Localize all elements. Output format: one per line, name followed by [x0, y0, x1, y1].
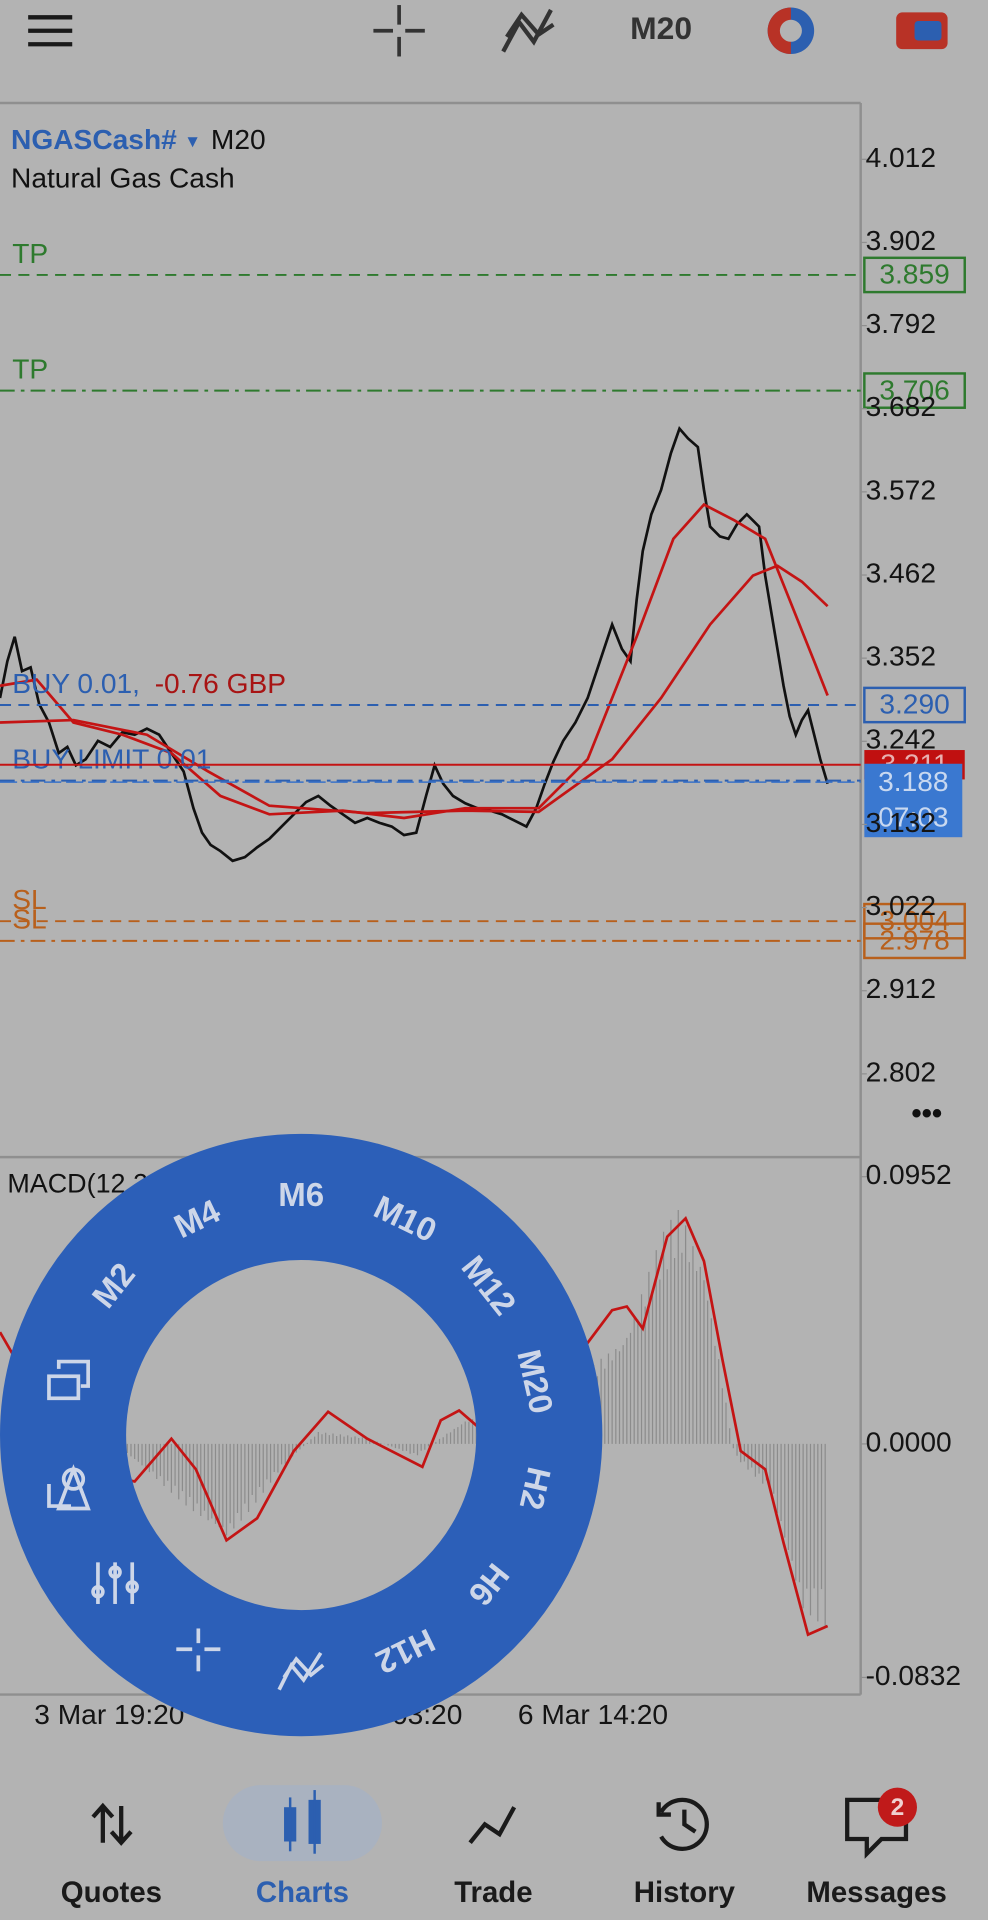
current-countdown: 07:03 — [878, 801, 948, 832]
macd-tick-label: 0.0952 — [866, 1159, 952, 1190]
windows-icon[interactable] — [47, 1359, 90, 1401]
level-profit: -0.76 GBP — [155, 668, 286, 699]
price-tick-label: 3.132 — [866, 807, 936, 838]
level-tag-label: 3.290 — [879, 689, 949, 720]
badge — [877, 1787, 917, 1827]
nav-item[interactable]: History — [634, 1876, 736, 1909]
price-tick-label: 3.792 — [866, 308, 936, 339]
price-tick-label: 3.352 — [866, 641, 936, 672]
macd-tick-label: -0.0832 — [866, 1660, 961, 1691]
time-tick-label: 3 Mar 19:20 — [34, 1699, 184, 1730]
dropdown-arrow: ▼ — [184, 131, 201, 151]
menu-button[interactable] — [28, 15, 73, 47]
level-label: BUY 0.01, — [12, 668, 140, 699]
more-button[interactable]: ••• — [911, 1097, 942, 1130]
active-tab-pill — [222, 1785, 382, 1862]
charts-icon — [284, 1790, 321, 1854]
symbol-description: Natural Gas Cash — [11, 163, 235, 194]
price-tick-label: 3.682 — [866, 391, 936, 422]
top-bar: M20 — [28, 5, 948, 57]
nav-item[interactable]: Trade — [454, 1876, 532, 1909]
axes: 4.012 3.902 3.792 3.682 3.572 3.462 3.352 3.242… — [860, 142, 961, 1691]
level-tag — [863, 256, 966, 294]
price-tick-label: 3.022 — [866, 890, 936, 921]
bottom-nav: 2 Quotes Charts Trade History Messages — [61, 1785, 947, 1909]
level-label: SL — [12, 884, 46, 915]
price-tick-label: 3.572 — [866, 474, 936, 505]
chart-header: NGASCash# ▼ M20 Natural Gas Cash — [11, 125, 266, 194]
level-tag — [863, 902, 966, 940]
price-tick-label: 3.902 — [866, 225, 936, 256]
level-tag-label: 2.978 — [879, 924, 949, 955]
nav-item[interactable]: Quotes — [61, 1876, 162, 1909]
level-tag — [863, 686, 966, 724]
price-tick-label: 2.802 — [866, 1056, 936, 1087]
badge-count: 2 — [891, 1794, 905, 1821]
settings-icon[interactable] — [91, 1562, 139, 1604]
price-tick-label: 3.242 — [866, 724, 936, 755]
level-label: TP — [12, 353, 48, 384]
history-icon — [656, 1797, 709, 1851]
level-label: BUY LIMIT 0.01 — [12, 743, 211, 774]
chart-frame — [0, 101, 862, 1696]
symbol-timeframe: M20 — [211, 125, 266, 156]
price-tick-label: 2.912 — [866, 973, 936, 1004]
price-tick-label: 4.012 — [866, 142, 936, 173]
crosshair-button[interactable] — [373, 5, 425, 57]
level-tag-label: 3.706 — [879, 374, 949, 405]
price-tick-label: 3.462 — [866, 557, 936, 588]
period-ring — [0, 1133, 603, 1737]
level-tag — [863, 922, 966, 960]
objects-icon[interactable] — [47, 1464, 91, 1511]
crosshair-icon[interactable] — [176, 1628, 221, 1672]
level-label: TP — [12, 238, 48, 269]
quotes-icon — [91, 1802, 133, 1846]
level-label: SL — [12, 904, 46, 935]
symbol[interactable]: NGASCash# ▼ M20 — [11, 125, 266, 156]
symbol-name: NGASCash# — [11, 125, 177, 156]
indicators-button[interactable] — [501, 8, 555, 53]
level-tag — [863, 372, 966, 409]
macd-tick-label: 0.0000 — [866, 1426, 952, 1457]
trade-button[interactable] — [896, 12, 948, 50]
time-tick-label: 6 Mar 14:20 — [518, 1699, 668, 1730]
nav-item[interactable]: Charts — [256, 1876, 349, 1909]
current-tag-label: 3.188 — [878, 766, 948, 797]
current-tag — [864, 763, 963, 838]
timeframe-button[interactable]: M20 — [630, 10, 692, 46]
one-click-button[interactable] — [767, 7, 815, 55]
period-option[interactable]: M6 — [278, 1177, 324, 1214]
trade-icon — [468, 1806, 517, 1845]
indicators-icon[interactable] — [277, 1651, 325, 1691]
level-tag-label: 3.004 — [879, 905, 949, 936]
trade-levels: TP 3.859 TP 3.706 BUY 0.01, -0.76 GBP 3.290 BUY… — [0, 238, 966, 960]
nav-item[interactable]: Messages — [806, 1876, 946, 1909]
price-series — [0, 426, 829, 863]
level-tag-label: 3.859 — [879, 259, 949, 290]
period-option[interactable]: H2 — [512, 1464, 557, 1513]
